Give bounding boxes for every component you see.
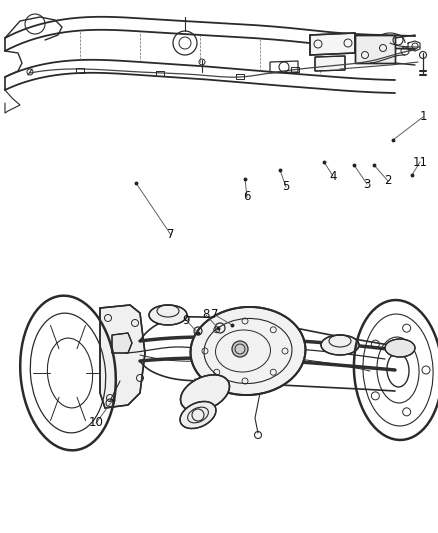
Text: 6: 6: [243, 190, 251, 204]
Ellipse shape: [321, 335, 359, 355]
Ellipse shape: [149, 305, 187, 325]
Ellipse shape: [180, 401, 216, 429]
Polygon shape: [315, 56, 345, 71]
Polygon shape: [310, 33, 355, 55]
Text: 2: 2: [384, 174, 392, 188]
Ellipse shape: [191, 307, 305, 395]
Text: 1: 1: [419, 110, 427, 124]
Text: 10: 10: [88, 416, 103, 430]
Text: 9: 9: [182, 313, 190, 327]
Text: 5: 5: [283, 181, 290, 193]
Text: 7: 7: [167, 229, 175, 241]
Polygon shape: [100, 305, 145, 408]
Circle shape: [232, 341, 248, 357]
Text: 11: 11: [413, 156, 427, 168]
Polygon shape: [112, 333, 132, 353]
Polygon shape: [355, 35, 395, 63]
Text: 8: 8: [202, 309, 210, 321]
Text: 3: 3: [363, 177, 371, 190]
Ellipse shape: [385, 339, 415, 357]
Text: 7: 7: [211, 309, 219, 321]
Ellipse shape: [180, 375, 230, 411]
Text: 4: 4: [329, 169, 337, 182]
